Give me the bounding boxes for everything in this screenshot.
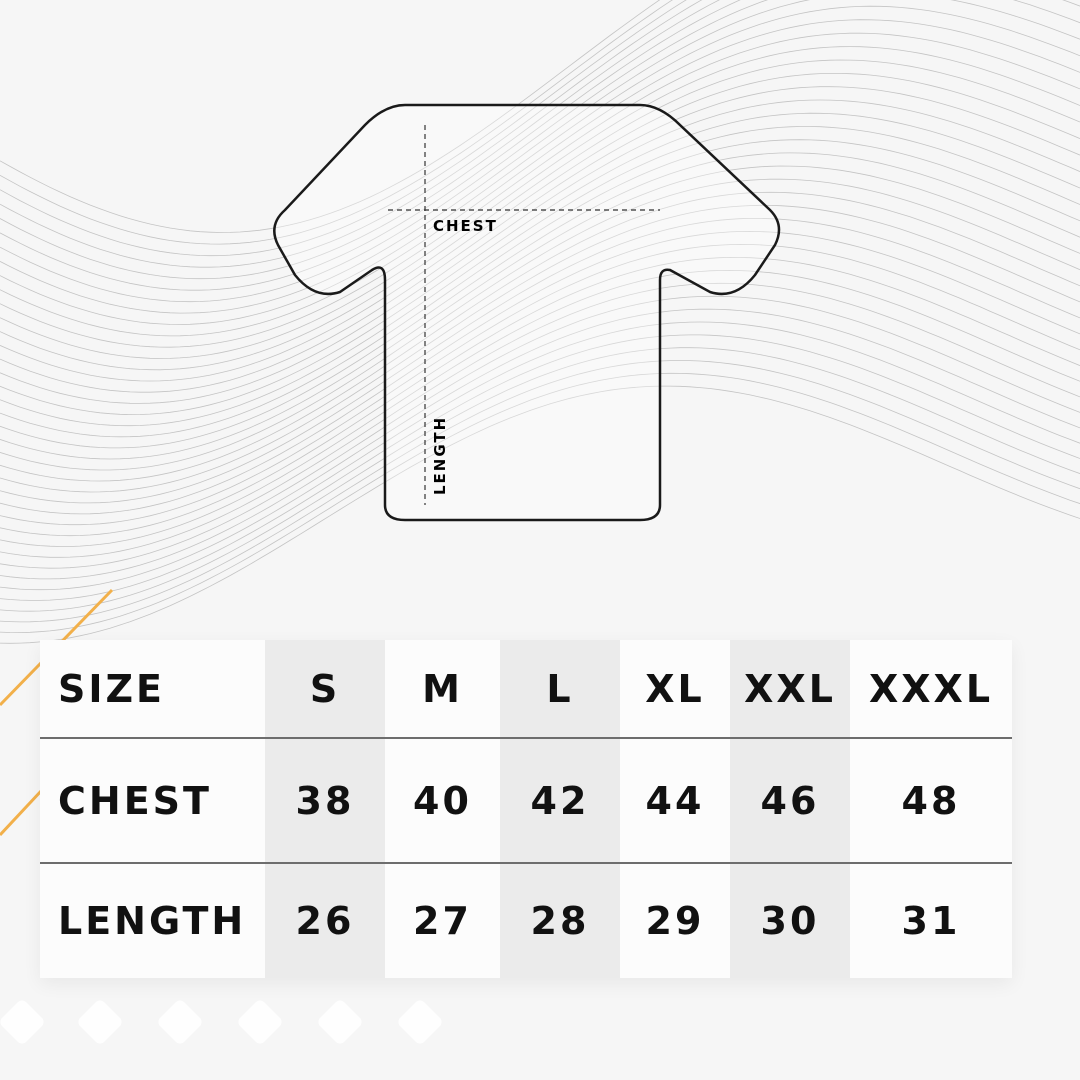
size-column-header: XL [645, 666, 705, 711]
accent-stroke [0, 788, 44, 837]
row-label: LENGTH [58, 899, 247, 943]
wave-line [0, 321, 1080, 591]
wave-line [0, 0, 1080, 303]
wave-line [0, 372, 1080, 634]
wave-line [0, 230, 1080, 515]
wave-line [0, 152, 1080, 449]
row-divider [40, 737, 1012, 739]
wave-line [0, 347, 1080, 612]
wave-line [0, 0, 703, 268]
shaded-column [730, 640, 850, 978]
wave-line [0, 99, 1080, 404]
wave-line [0, 204, 1080, 493]
table-cell: 42 [530, 778, 590, 823]
wave-line [0, 243, 1080, 526]
wave-line [0, 334, 1080, 601]
table-cell: 38 [295, 778, 355, 823]
wave-line [0, 59, 1080, 371]
wave-line [0, 360, 1080, 623]
table-cell: 48 [901, 778, 961, 823]
wave-line [0, 269, 1080, 547]
wave-line [0, 0, 1080, 291]
chest-label: CHEST [433, 217, 498, 235]
wave-line [0, 32, 1080, 348]
table-cell: 30 [760, 899, 820, 943]
wave-line [0, 126, 1080, 427]
tshirt-outline [273, 103, 781, 522]
wave-line [0, 256, 1080, 537]
row-label: CHEST [58, 778, 212, 823]
wave-line [0, 5, 1080, 325]
shaded-column [500, 640, 620, 978]
wave-line [0, 0, 687, 257]
size-header: SIZE [58, 666, 166, 711]
wave-line [0, 282, 1080, 558]
size-column-header: L [546, 666, 574, 711]
table-cell: 26 [295, 899, 355, 943]
wave-line [0, 19, 1080, 337]
wave-line [0, 178, 1080, 471]
row-divider [40, 862, 1012, 864]
shaded-column [265, 640, 385, 978]
size-column-header: S [309, 666, 341, 711]
wave-line [0, 0, 720, 280]
wave-line [0, 191, 1080, 482]
table-cell: 28 [530, 899, 590, 943]
size-column-header: XXXL [868, 666, 994, 711]
wave-line [0, 139, 1080, 438]
wave-line [0, 0, 661, 233]
table-cell: 46 [760, 778, 820, 823]
table-cell: 29 [645, 899, 705, 943]
table-cell: 44 [645, 778, 705, 823]
wave-line [0, 0, 1080, 314]
wave-line [0, 308, 1080, 580]
wave-line [0, 112, 1080, 416]
size-column-header: XXL [744, 666, 836, 711]
wave-line [0, 295, 1080, 569]
wave-line [0, 385, 1080, 644]
wave-line [0, 46, 1080, 359]
table-cell: 40 [413, 778, 472, 823]
size-chart-table: SIZE S M L XL XXL XXXL CHEST 38 40 42 44 46 48 LENGTH 2… [40, 640, 1012, 978]
table-cell: 31 [901, 899, 961, 943]
wave-line [0, 165, 1080, 460]
table-cell: 27 [413, 899, 472, 943]
wave-line [0, 73, 1080, 382]
wave-line [0, 86, 1080, 393]
wave-line [0, 0, 673, 245]
size-column-header: M [422, 666, 463, 711]
wave-line [0, 218, 1080, 504]
length-label: LENGTH [431, 416, 449, 495]
